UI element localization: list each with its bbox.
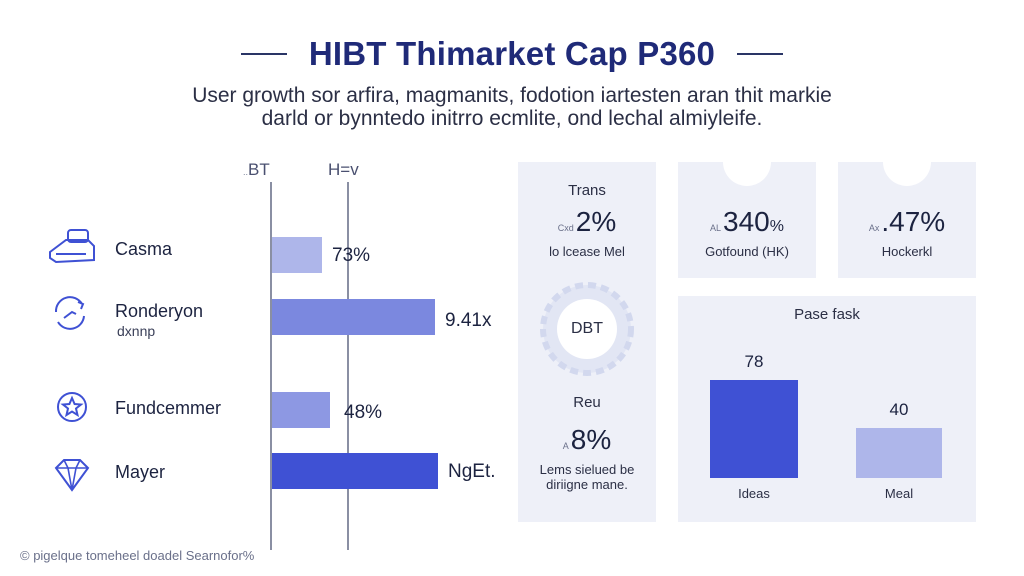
vr-headset-icon (49, 229, 95, 264)
mini-bar-chart: Pase fask 78 40 Ideas Meal (678, 296, 976, 522)
mini-bar-ideas (710, 380, 798, 478)
mini-bar-value-meal: 40 (889, 400, 909, 419)
kpi-reu-value: A8% (562, 424, 612, 455)
kpi-reu-sub: Lems sielued be diriigne mane. (539, 462, 635, 492)
kpi-trans-sub: lo lcease Mel (549, 244, 625, 259)
kpi-trans-value: Cxd2% (557, 206, 617, 237)
bar-label-fundcemmer: Fundcemmer (115, 398, 222, 418)
mini-bar-category-ideas: Ideas (738, 486, 770, 501)
bar-label-casma: Casma (115, 239, 173, 259)
bar-sublabel-ronderyon: dxnnp (117, 323, 156, 339)
page-title: HIBT Thimarket Cap P360 (308, 35, 716, 72)
kpi-card-47: Ax.47% Hockerkl (838, 162, 976, 278)
kpi-reu-label: Reu (573, 394, 601, 411)
footer-note: © pigelque tomeheel doadel Searnofor% (20, 548, 255, 563)
bar-ronderyon (272, 299, 435, 335)
ring-label: DBT (571, 320, 603, 337)
page-subtitle: User growth sor arfira, magmanits, fodot… (0, 84, 1024, 130)
bar-label-mayer: Mayer (115, 462, 166, 482)
axis-line-right (347, 182, 349, 550)
gear-ring-icon (540, 282, 634, 376)
kpi-trans-label: Trans (568, 182, 606, 199)
mini-bar-value-ideas: 78 (744, 352, 764, 371)
mini-bar-category-meal: Meal (884, 486, 914, 501)
axis-head-left: ..BT (243, 160, 270, 179)
card-notch (723, 162, 771, 186)
bar-value-mayer: NgEt. (448, 461, 496, 482)
axis-head-right: H=v (328, 160, 359, 179)
mini-bar-meal (856, 428, 942, 478)
kpi-card-340: AL340% Gotfound (HK) (678, 162, 816, 278)
bar-label-ronderyon: Ronderyon (115, 301, 204, 321)
title-rule-right (737, 53, 784, 55)
title-rule-left (240, 53, 287, 55)
subtitle-line-1: User growth sor arfira, magmanits, fodot… (192, 84, 832, 107)
bar-mayer (272, 453, 438, 489)
kpi-340-value: AL340% (710, 206, 784, 237)
diamond-icon (54, 459, 90, 492)
axis-line-left (270, 182, 272, 550)
kpi-47-value: Ax.47% (868, 206, 946, 237)
bar-value-ronderyon: 9.41x (445, 310, 492, 331)
subtitle-line-2: darld or bynntedo initrro ecmlite, ond l… (261, 107, 763, 130)
trans-reu-card: Trans Cxd2% lo lcease Mel DBT Reu A8% Le… (518, 162, 656, 522)
star-badge-icon (57, 392, 87, 422)
bar-fundcemmer (272, 392, 330, 428)
card-notch (883, 162, 931, 186)
mini-chart-title: Pase fask (794, 306, 860, 323)
title-row: HIBT Thimarket Cap P360 (0, 35, 1024, 72)
bar-value-fundcemmer: 48% (344, 402, 383, 423)
refresh-cycle-icon (54, 296, 85, 330)
kpi-47-sub: Hockerkl (881, 244, 933, 259)
bar-value-casma: 73% (332, 245, 371, 266)
bar-casma (272, 237, 322, 273)
horizontal-bar-chart: ..BT H=v Casma Ronderyon dxnnp Fundcemme… (0, 150, 520, 550)
kpi-340-sub: Gotfound (HK) (705, 244, 789, 259)
